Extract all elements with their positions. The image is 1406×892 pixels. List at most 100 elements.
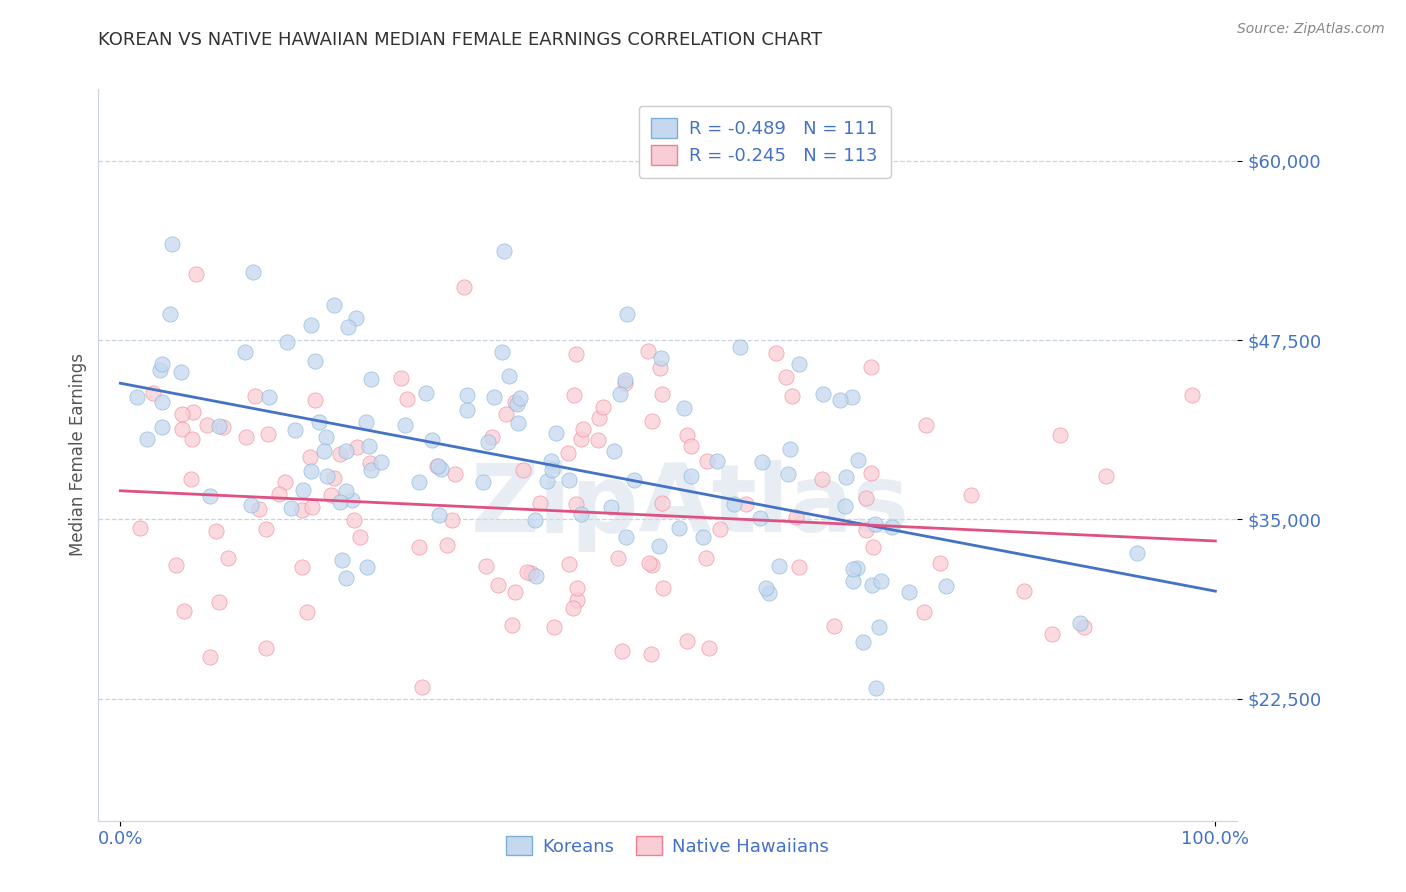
Point [623, 473, 645, 487]
Point [640, 647, 662, 661]
Point [346, 311, 368, 326]
Point [565, 347, 588, 361]
Point [524, 568, 547, 582]
Point [668, 521, 690, 535]
Point [498, 369, 520, 384]
Point [408, 540, 430, 554]
Point [536, 474, 558, 488]
Point [170, 366, 193, 380]
Point [235, 430, 257, 444]
Point [868, 620, 890, 634]
Point [204, 524, 226, 539]
Point [481, 430, 503, 444]
Point [284, 423, 307, 437]
Point [340, 493, 363, 508]
Point [706, 454, 728, 468]
Point [299, 318, 322, 332]
Point [751, 455, 773, 469]
Point [1069, 615, 1091, 630]
Point [775, 370, 797, 384]
Point [1126, 546, 1149, 560]
Point [395, 392, 418, 406]
Point [506, 416, 529, 430]
Point [697, 641, 720, 656]
Point [430, 462, 453, 476]
Point [859, 467, 882, 481]
Point [198, 650, 221, 665]
Point [811, 387, 834, 401]
Point [359, 457, 381, 471]
Point [394, 417, 416, 432]
Point [337, 320, 360, 334]
Point [274, 475, 297, 490]
Point [503, 584, 526, 599]
Point [780, 389, 803, 403]
Point [427, 458, 450, 473]
Point [569, 433, 592, 447]
Point [495, 407, 517, 421]
Point [354, 415, 377, 429]
Point [160, 236, 183, 251]
Point [291, 560, 314, 574]
Point [558, 473, 581, 487]
Point [679, 438, 702, 452]
Point [928, 556, 950, 570]
Point [276, 334, 298, 349]
Point [357, 439, 380, 453]
Point [128, 521, 150, 535]
Point [329, 448, 352, 462]
Point [360, 371, 382, 385]
Point [335, 444, 357, 458]
Point [181, 404, 204, 418]
Point [787, 560, 810, 574]
Point [1049, 427, 1071, 442]
Point [835, 470, 858, 484]
Point [304, 353, 326, 368]
Point [491, 344, 513, 359]
Point [541, 463, 564, 477]
Point [863, 516, 886, 531]
Point [142, 385, 165, 400]
Point [567, 593, 589, 607]
Point [245, 388, 267, 402]
Point [1095, 469, 1118, 483]
Point [456, 388, 478, 402]
Point [170, 407, 193, 421]
Point [606, 551, 628, 566]
Point [436, 538, 458, 552]
Point [308, 416, 330, 430]
Point [860, 578, 883, 592]
Point [173, 604, 195, 618]
Point [562, 388, 585, 402]
Point [546, 425, 568, 440]
Point [723, 497, 745, 511]
Point [135, 432, 157, 446]
Point [823, 618, 845, 632]
Point [749, 511, 772, 525]
Point [586, 434, 609, 448]
Point [616, 307, 638, 321]
Point [349, 530, 371, 544]
Point [676, 633, 699, 648]
Point [482, 390, 505, 404]
Point [298, 450, 321, 464]
Point [408, 475, 430, 489]
Point [346, 440, 368, 454]
Point [561, 600, 583, 615]
Point [565, 581, 588, 595]
Point [855, 491, 877, 505]
Point [641, 558, 664, 573]
Point [592, 400, 614, 414]
Point [127, 390, 149, 404]
Point [912, 606, 935, 620]
Point [315, 469, 337, 483]
Point [651, 496, 673, 510]
Point [322, 471, 344, 485]
Point [519, 566, 541, 580]
Point [257, 426, 280, 441]
Point [501, 617, 523, 632]
Point [233, 344, 256, 359]
Point [444, 467, 467, 482]
Point [614, 373, 637, 387]
Point [150, 420, 173, 434]
